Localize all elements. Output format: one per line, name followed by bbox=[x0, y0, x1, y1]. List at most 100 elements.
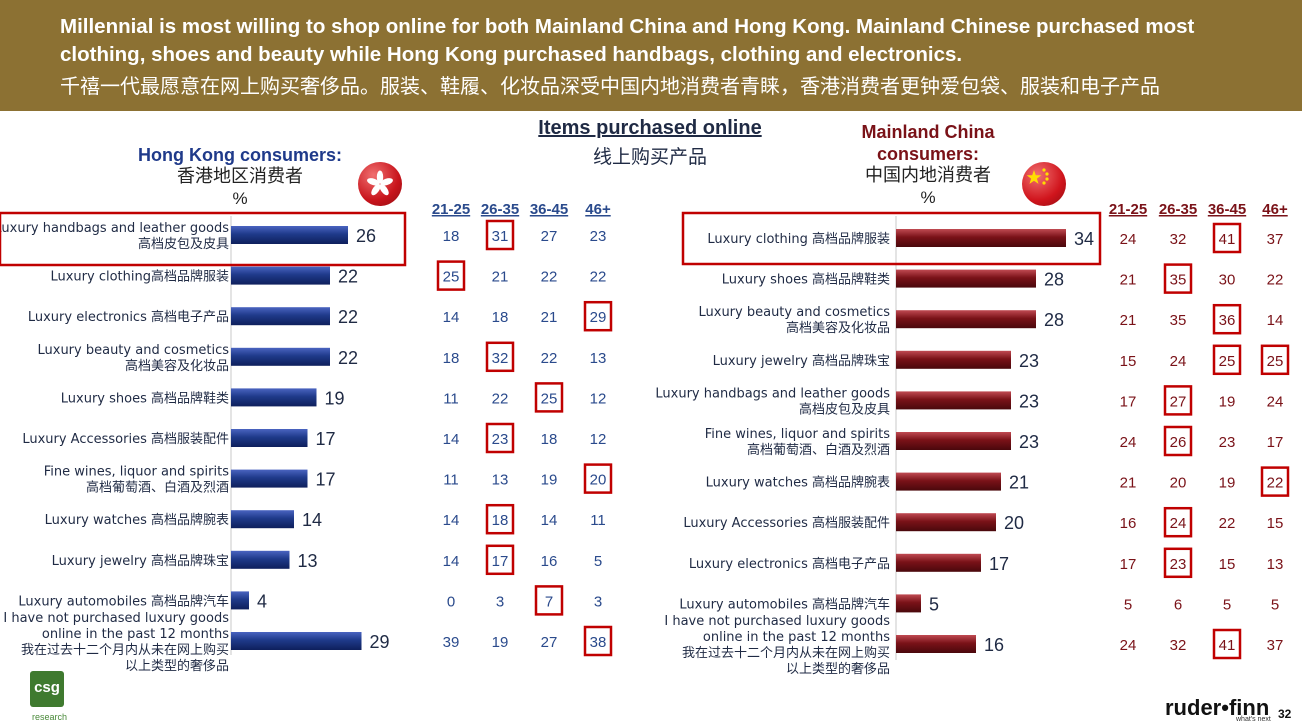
hk-bar-value: 26 bbox=[356, 226, 376, 246]
hk-category-label: Luxury electronics 高档电子产品 bbox=[28, 309, 229, 325]
cn-category-label: 高档美容及化妆品 bbox=[786, 320, 890, 336]
cn-category-label: 我在过去十二个月内从未在网上购买 bbox=[682, 645, 890, 661]
cn-age-header: 36-45 bbox=[1208, 201, 1246, 218]
cn-age-value: 24 bbox=[1170, 353, 1187, 370]
hk-age-value: 11 bbox=[443, 390, 459, 407]
cn-age-value: 22 bbox=[1267, 272, 1284, 289]
hk-category-label: 以上类型的奢侈品 bbox=[125, 658, 229, 674]
cn-category-label: Luxury watches 高档品牌腕表 bbox=[706, 475, 890, 491]
hk-age-value: 14 bbox=[443, 431, 460, 448]
cn-age-highlight-box bbox=[1163, 547, 1193, 579]
hk-bar-value: 22 bbox=[338, 348, 358, 368]
cn-age-highlight-box bbox=[1163, 263, 1193, 294]
cn-category-label: 以上类型的奢侈品 bbox=[786, 661, 890, 677]
hk-age-value: 14 bbox=[443, 512, 460, 529]
cn-age-highlight-box bbox=[1212, 303, 1242, 335]
hk-age-value: 23 bbox=[590, 228, 607, 245]
cn-bar-value: 21 bbox=[1009, 473, 1029, 493]
hk-age-highlight-box bbox=[485, 503, 515, 535]
cn-bar-value: 5 bbox=[929, 594, 939, 614]
hk-age-highlight-box bbox=[534, 382, 564, 413]
hk-category-label: Luxury jewelry 高档品牌珠宝 bbox=[52, 553, 229, 569]
cn-age-header: 46+ bbox=[1262, 201, 1288, 218]
hk-age-value: 20 bbox=[590, 472, 607, 489]
cn-age-highlight-box bbox=[1212, 628, 1242, 660]
cn-age-value: 19 bbox=[1219, 475, 1236, 492]
hk-category-label: Luxury watches 高档品牌腕表 bbox=[45, 512, 229, 528]
cn-category-label: Luxury clothing 高档品牌服装 bbox=[707, 231, 890, 247]
hk-age-value: 32 bbox=[492, 350, 509, 367]
hk-panel-title: Hong Kong consumers: 香港地区消费者 % bbox=[110, 144, 370, 210]
hk-age-value: 22 bbox=[590, 269, 607, 286]
hk-age-value: 5 bbox=[594, 553, 602, 570]
cn-age-value: 21 bbox=[1120, 312, 1137, 329]
hk-bar bbox=[231, 510, 294, 529]
hk-bar-value: 13 bbox=[298, 551, 318, 571]
cn-age-value: 32 bbox=[1170, 231, 1187, 248]
hk-age-value: 39 bbox=[443, 634, 460, 651]
cn-bar-value: 20 bbox=[1004, 513, 1024, 533]
center-title-zh: 线上购买产品 bbox=[592, 146, 707, 168]
cn-age-highlight-box bbox=[1163, 425, 1193, 457]
center-title-en: Items purchased online bbox=[538, 117, 762, 139]
hk-bar bbox=[231, 469, 308, 488]
hk-age-value: 7 bbox=[545, 593, 553, 610]
hk-age-value: 22 bbox=[541, 269, 558, 286]
hk-category-label: Luxury automobiles 高档品牌汽车 bbox=[18, 593, 229, 609]
cn-age-value: 37 bbox=[1267, 637, 1284, 654]
hk-age-header: 36-45 bbox=[530, 201, 568, 218]
cn-age-value: 37 bbox=[1267, 231, 1284, 248]
hk-age-value: 11 bbox=[443, 472, 459, 489]
hk-age-value: 18 bbox=[541, 431, 558, 448]
hk-age-value: 0 bbox=[447, 593, 455, 610]
cn-bar-value: 28 bbox=[1044, 270, 1064, 290]
hk-age-value: 22 bbox=[492, 390, 509, 407]
hk-age-header: 46+ bbox=[585, 201, 611, 218]
cn-age-header: 26-35 bbox=[1159, 201, 1197, 218]
hk-bar-value: 22 bbox=[338, 307, 358, 327]
cn-title-zh: 中国内地消费者 bbox=[865, 165, 991, 186]
hk-age-value: 22 bbox=[541, 350, 558, 367]
cn-bar bbox=[896, 391, 1011, 410]
cn-age-highlight-box bbox=[1163, 385, 1193, 416]
hk-category-label: Luxury Accessories 高档服装配件 bbox=[22, 431, 229, 447]
csg-logo-subtitle: research bbox=[32, 712, 68, 722]
hk-age-value: 21 bbox=[492, 269, 509, 286]
cn-bar-value: 23 bbox=[1019, 351, 1039, 371]
hk-bar bbox=[231, 550, 290, 569]
cn-age-value: 5 bbox=[1124, 596, 1132, 613]
cn-category-label: Fine wines, liquor and spirits bbox=[705, 427, 890, 442]
cn-percent-label: % bbox=[920, 188, 936, 207]
cn-age-highlight-box bbox=[1212, 222, 1242, 254]
cn-panel-title: Mainland China consumers: 中国内地消费者 % bbox=[818, 121, 1038, 209]
hk-row-highlight-box bbox=[0, 211, 407, 267]
cn-age-value: 23 bbox=[1219, 434, 1236, 451]
hk-age-highlight-box bbox=[583, 463, 613, 494]
cn-age-header: 21-25 bbox=[1109, 201, 1147, 218]
cn-age-value: 24 bbox=[1120, 231, 1137, 248]
hk-title-en: Hong Kong consumers: bbox=[137, 145, 342, 165]
hk-category-label: Luxury handbags and leather goods bbox=[0, 221, 229, 236]
hk-age-value: 31 bbox=[492, 228, 509, 245]
hk-age-value: 3 bbox=[594, 593, 602, 610]
hk-age-value: 13 bbox=[590, 350, 607, 367]
hk-category-label: I have not purchased luxury goods bbox=[3, 611, 229, 626]
cn-age-value: 24 bbox=[1120, 434, 1137, 451]
hk-bar-value: 17 bbox=[316, 470, 336, 490]
cn-age-value: 41 bbox=[1219, 231, 1236, 248]
cn-age-value: 22 bbox=[1219, 515, 1236, 532]
hk-age-value: 18 bbox=[443, 350, 460, 367]
hk-bar bbox=[231, 266, 330, 285]
hk-bar bbox=[231, 388, 317, 407]
cn-category-label: Luxury jewelry 高档品牌珠宝 bbox=[713, 353, 890, 369]
cn-age-value: 41 bbox=[1219, 637, 1236, 654]
hk-age-value: 14 bbox=[443, 553, 460, 570]
ruder-finn-tagline: what's next bbox=[1236, 716, 1271, 723]
hk-age-value: 19 bbox=[541, 472, 558, 489]
cn-bar bbox=[896, 432, 1011, 450]
hk-category-label: 高档葡萄酒、白酒及烈酒 bbox=[86, 480, 229, 496]
cn-category-label: 高档葡萄酒、白酒及烈酒 bbox=[747, 442, 890, 458]
hk-age-highlight-box bbox=[485, 219, 515, 251]
cn-bar bbox=[896, 635, 976, 653]
